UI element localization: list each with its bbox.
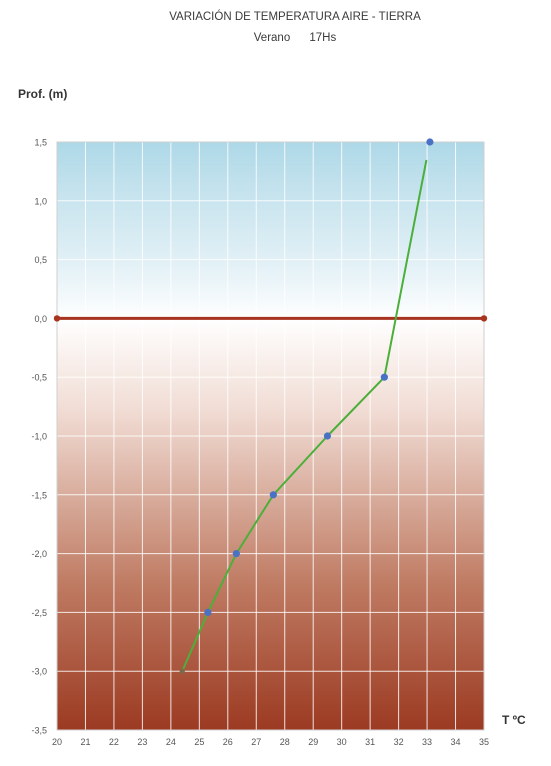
x-axis-title: T ºC [502,713,526,727]
series-line-segment [235,493,275,555]
data-point [232,550,240,558]
chart-title: VARIACIÓN DE TEMPERATURA AIRE - TIERRA [169,10,421,23]
chart-subtitle: Verano 17Hs [254,32,337,44]
y-tick-label: 0,5 [34,255,47,265]
data-point [426,138,434,146]
x-tick-label: 35 [479,737,489,747]
series-line-segment [326,376,386,437]
y-tick-label: 1,0 [34,196,47,206]
x-tick-label: 26 [223,737,233,747]
x-tick-labels: 20 21 22 23 24 25 26 27 28 29 30 31 32 33 34 35 [52,737,489,747]
x-tick-label: 23 [137,737,147,747]
x-tick-label: 24 [166,737,176,747]
plot-frame [56,141,485,731]
x-tick-label: 32 [394,737,404,747]
x-tick-label: 28 [280,737,290,747]
y-tick-label: -0,5 [31,373,47,383]
y-tick-label: -3,5 [31,726,47,736]
x-tick-label: 22 [109,737,119,747]
x-tick-label: 21 [80,737,90,747]
x-tick-label: 33 [422,737,432,747]
x-tick-label: 30 [337,737,347,747]
y-tick-label: 0,0 [34,314,47,324]
zero-line-endpoint [53,315,61,322]
reference-line-group [53,315,488,322]
air-zone [57,142,484,319]
x-tick-label: 29 [308,737,318,747]
x-tick-label: 25 [194,737,204,747]
x-tick-label: 27 [251,737,261,747]
y-tick-label: -2,0 [31,549,47,559]
x-tick-label: 31 [365,737,375,747]
y-tick-labels: 1,5 1,0 0,5 0,0 -0,5 -1,0 -1,5 -2,0 -2,5 -3,0 -3,5 [31,138,47,736]
y-tick-label: 1,5 [34,138,47,148]
x-tick-label: 34 [451,737,461,747]
plot-background [57,142,484,730]
data-point [380,373,388,381]
y-tick-label: -2,5 [31,608,47,618]
data-point [204,608,212,617]
zero-line-endpoint [480,315,488,322]
series-line-segment [383,159,428,379]
ground-zone [57,318,484,730]
y-axis-title: Prof. (m) [18,87,67,101]
grid [56,141,485,731]
series-line-segment [272,435,329,496]
series-line-segment [206,552,238,614]
series-line-segment [181,611,209,673]
x-tick-label: 20 [52,737,62,747]
data-point [179,668,185,674]
series-group [179,138,434,674]
y-tick-label: -1,5 [31,490,47,500]
data-point [269,491,277,499]
y-tick-label: -1,0 [31,432,47,442]
y-tick-label: -3,0 [31,667,47,677]
data-point [323,432,332,440]
